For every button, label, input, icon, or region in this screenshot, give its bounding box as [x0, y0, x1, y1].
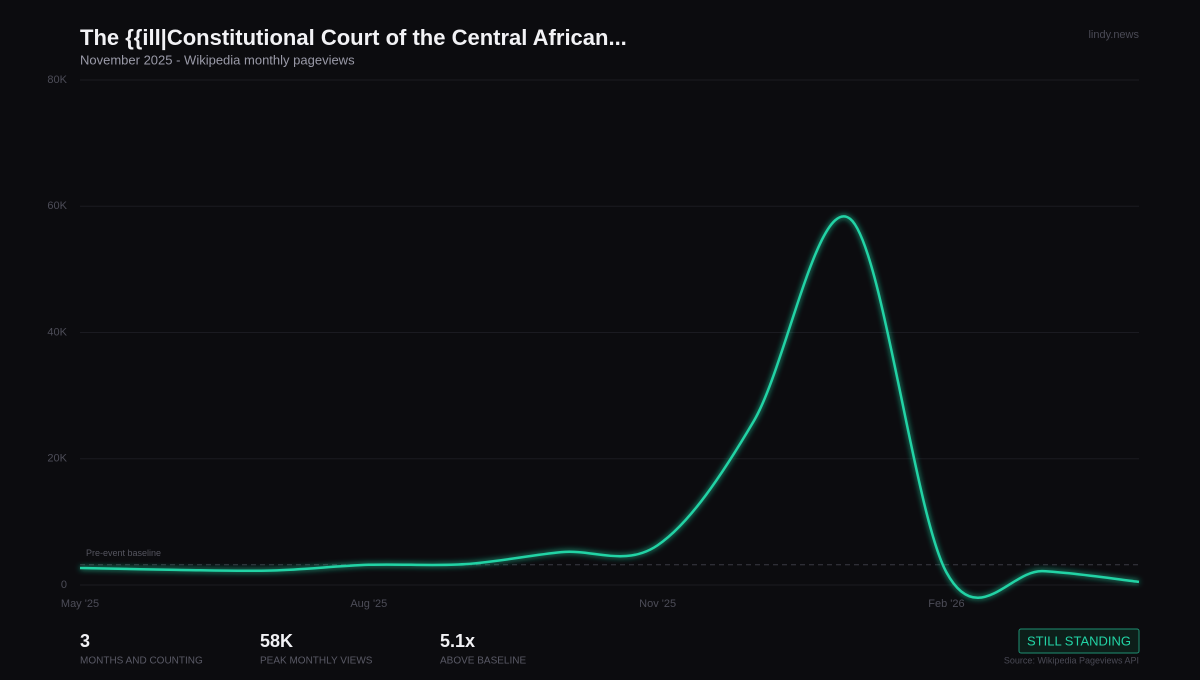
stat-value: 5.1x: [440, 631, 475, 651]
y-tick-label: 0: [61, 579, 67, 591]
x-tick-label: Feb '26: [928, 598, 964, 610]
badge: STILL STANDING: [1027, 633, 1131, 648]
y-tick-label: 60K: [47, 200, 67, 212]
series-line: [79, 215, 1140, 599]
x-tick-label: May '25: [61, 598, 99, 610]
stat-label: MONTHS AND COUNTING: [80, 656, 203, 667]
stat-value: 58K: [260, 631, 293, 651]
y-tick-label: 40K: [47, 326, 67, 338]
x-tick-label: Aug '25: [350, 598, 387, 610]
y-tick-label: 80K: [47, 74, 67, 86]
brand: lindy.news: [1088, 29, 1139, 41]
badge-box: [1018, 628, 1140, 654]
baseline-label: Pre-event baseline: [86, 548, 161, 558]
stat-label: PEAK MONTHLY VIEWS: [260, 656, 373, 667]
y-tick-label: 20K: [47, 453, 67, 465]
stat-label: ABOVE BASELINE: [440, 656, 526, 667]
stat-value: 3: [80, 631, 90, 651]
source: Source: Wikipedia Pageviews API: [1004, 655, 1139, 665]
x-tick-label: Nov '25: [639, 598, 676, 610]
chart-subtitle: November 2025 - Wikipedia monthly pagevi…: [80, 52, 355, 67]
chart-title: The {{ill|Constitutional Court of the Ce…: [80, 25, 627, 50]
stats: 3 MONTHS AND COUNTING 58K PEAK MONTHLY VIEW…: [80, 631, 526, 667]
